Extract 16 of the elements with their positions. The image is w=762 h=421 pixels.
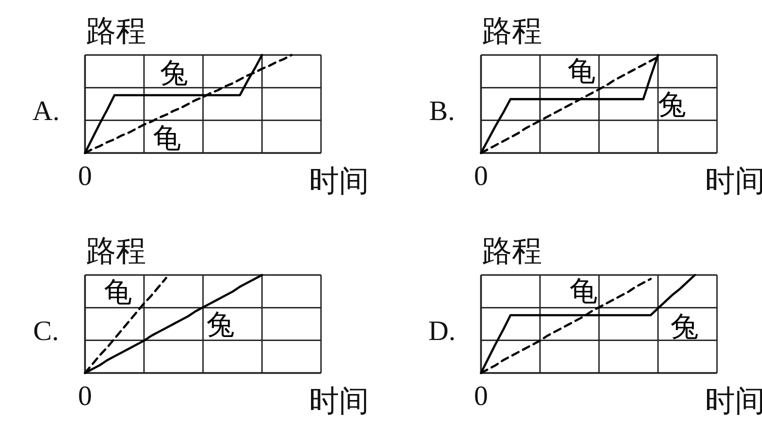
x-label: 时间 [309, 385, 369, 418]
x-label: 时间 [705, 165, 762, 198]
annotation: 0 [78, 161, 92, 192]
y-label: 路程 [86, 235, 146, 268]
annotation: 0 [474, 161, 488, 192]
title: B. [429, 96, 455, 127]
title: A. [32, 96, 60, 127]
title: C. [33, 316, 59, 347]
x-label: 时间 [705, 385, 762, 418]
x-label: 时间 [309, 165, 369, 198]
y-label: 路程 [482, 15, 542, 48]
annotation: 0 [474, 381, 488, 412]
annotation: 0 [78, 381, 92, 412]
title: D. [428, 316, 456, 347]
y-label: 路程 [482, 235, 542, 268]
y-label: 路程 [86, 15, 146, 48]
